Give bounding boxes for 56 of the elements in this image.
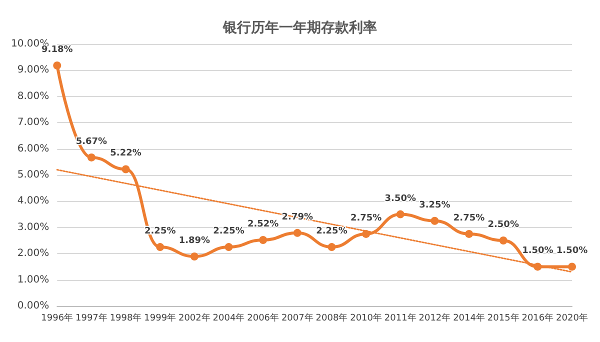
y-tick-label: 7.00%: [17, 117, 50, 128]
y-tick-label: 5.00%: [17, 170, 50, 180]
x-tick-label: 2007年: [281, 312, 314, 324]
data-label: 5.22%: [110, 148, 142, 159]
x-tick-label: 1996年: [41, 312, 74, 324]
point: [396, 210, 404, 218]
x-tick-label: 2008年: [316, 312, 348, 324]
data-label: 1.50%: [556, 246, 588, 256]
data-label: 2.52%: [247, 219, 279, 230]
data-label: 3.25%: [419, 200, 450, 210]
x-tick-label: 2014年: [453, 312, 485, 324]
point: [87, 153, 96, 162]
point: [156, 243, 164, 252]
x-tick-label: 2012年: [418, 312, 451, 324]
data-label: 9.18%: [42, 44, 73, 55]
point: [259, 236, 268, 244]
point: [430, 216, 439, 225]
x-tick-label: 2016年: [522, 312, 554, 324]
point: [362, 230, 370, 238]
y-tick-label: 3.00%: [17, 222, 50, 233]
data-label: 2.75%: [350, 213, 382, 224]
point: [224, 243, 233, 252]
x-tick-label: 2020年: [556, 312, 588, 324]
y-tick-label: 9.00%: [17, 64, 50, 76]
x-tick-label: 2006年: [247, 312, 280, 324]
point: [568, 262, 576, 271]
x-tick-label: 2011年: [384, 312, 416, 324]
data-label: 2.25%: [213, 226, 244, 237]
x-tick-label: 2002年: [178, 312, 210, 324]
point: [328, 243, 336, 252]
y-tick-label: 6.00%: [17, 143, 50, 154]
data-label: 2.50%: [488, 220, 519, 230]
y-tick-label: 2.00%: [17, 248, 50, 260]
x-tick-label: 1999年: [144, 312, 176, 324]
data-label: 3.50%: [384, 194, 416, 204]
data-label: 1.50%: [522, 246, 554, 256]
chart-title: 银行历年一年期存款利率: [222, 19, 377, 36]
y-tick-label: 0.00%: [17, 300, 50, 312]
point: [534, 262, 542, 271]
point: [293, 228, 302, 237]
data-label: 2.25%: [316, 226, 348, 237]
data-label: 2.75%: [453, 213, 485, 224]
x-tick-label: 1998年: [110, 312, 142, 324]
point: [122, 165, 130, 174]
point: [53, 61, 62, 70]
x-tick-label: 2015年: [487, 312, 520, 324]
y-tick-label: 8.00%: [17, 90, 50, 102]
x-tick-label: 2004年: [212, 312, 245, 324]
x-tick-label: 1997年: [76, 312, 108, 324]
y-tick-label: 1.00%: [17, 274, 50, 286]
y-tick-label: 4.00%: [17, 196, 50, 207]
point: [499, 236, 508, 244]
data-label: 1.89%: [178, 236, 210, 246]
point: [465, 230, 474, 238]
point: [190, 252, 198, 260]
x-tick-label: 2010年: [350, 312, 382, 324]
